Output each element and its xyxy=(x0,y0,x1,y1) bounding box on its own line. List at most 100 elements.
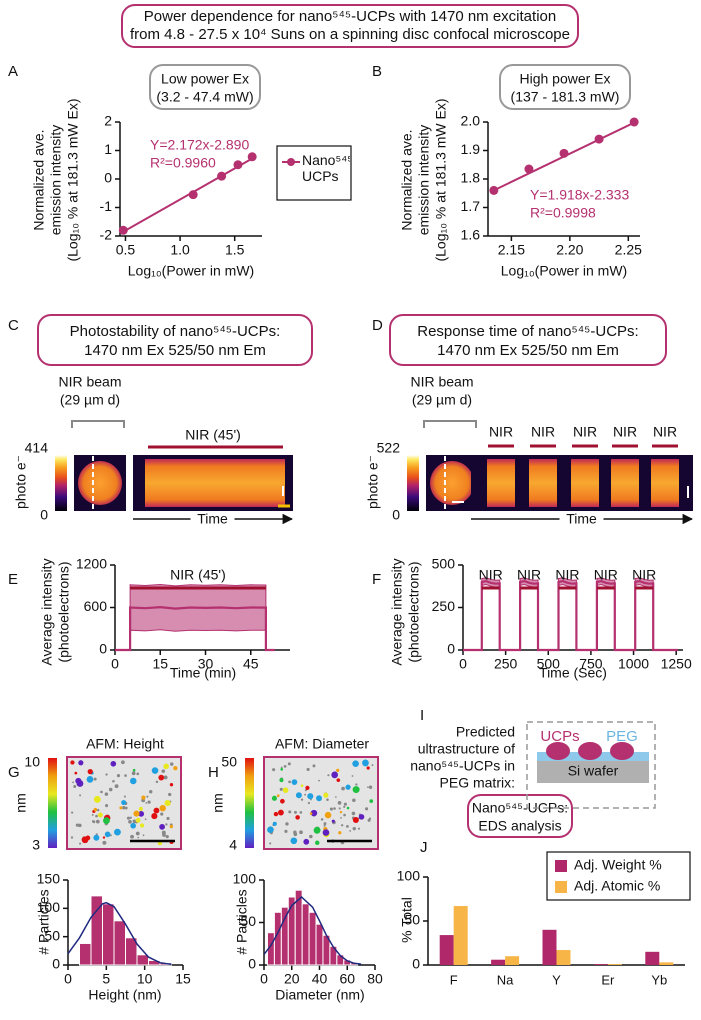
y-tick-label: 0 xyxy=(412,956,420,972)
afm-particle xyxy=(122,805,126,810)
afm-particle xyxy=(151,813,158,820)
afm-particle xyxy=(340,817,342,819)
afm-particle xyxy=(110,760,117,767)
afm-particle xyxy=(338,831,342,835)
wafer-label: Si wafer xyxy=(568,763,619,779)
afm-particle xyxy=(74,771,78,775)
afm-particle xyxy=(168,792,172,797)
afm-particle xyxy=(145,802,148,804)
legend-swatch xyxy=(555,881,567,893)
y-axis-label: # Particles xyxy=(36,889,52,954)
afm-particle xyxy=(163,775,168,780)
x-tick-label: 60 xyxy=(339,971,355,987)
x-tick-label: 0 xyxy=(111,656,119,672)
afm-particle xyxy=(108,787,113,792)
afm-particle xyxy=(93,795,101,803)
afm-particle xyxy=(329,807,333,811)
afm-particle xyxy=(352,798,356,803)
beam-bracket xyxy=(71,420,125,428)
bar xyxy=(607,964,622,965)
kymograph-signal xyxy=(145,459,285,507)
y-axis-label: Normalized ave. xyxy=(399,129,415,230)
afm-particle xyxy=(320,818,324,821)
point xyxy=(629,117,639,127)
afm-particle xyxy=(307,801,311,805)
stimulus-label: NIR xyxy=(479,567,503,583)
y-tick-label: 1.8 xyxy=(461,170,481,186)
afm-particle xyxy=(341,786,345,791)
panel-label: F xyxy=(372,571,381,588)
y-tick-label: 2.0 xyxy=(461,113,481,129)
afm-particle xyxy=(105,804,109,808)
stimulus-label: NIR xyxy=(573,424,597,440)
x-tick-label: 2.15 xyxy=(498,242,525,258)
afm-particle xyxy=(126,816,131,820)
afm-particle xyxy=(136,772,140,776)
afm-particle xyxy=(166,816,170,821)
afm-particle xyxy=(291,779,298,785)
y-tick-label: 1.6 xyxy=(461,227,481,243)
y-axis-label: emission intensity xyxy=(48,125,64,236)
y-axis-label: (Log₁₀ % at 181.3 mW Ex) xyxy=(433,98,449,261)
x-tick-label: 15 xyxy=(175,971,191,987)
y-tick-label: 50 xyxy=(404,912,420,928)
afm-particle xyxy=(112,779,115,783)
colorbar-label: photo e⁻ xyxy=(13,455,29,509)
afm-particle xyxy=(124,806,128,810)
afm-particle xyxy=(352,760,359,767)
time-label: Time xyxy=(566,511,597,527)
panel-label: B xyxy=(372,63,382,80)
afm-particle xyxy=(365,807,369,811)
box-title: Low power Ex xyxy=(161,71,249,87)
x-tick-label: 2.25 xyxy=(615,242,642,258)
afm-particle xyxy=(138,806,143,811)
afm-particle xyxy=(343,805,346,808)
x-tick-label: 500 xyxy=(537,656,561,672)
afm-particle xyxy=(340,824,344,827)
afm-particle xyxy=(173,766,178,771)
afm-particle xyxy=(336,768,340,772)
afm-particle xyxy=(153,807,160,814)
box-title: (3.2 - 47.4 mW) xyxy=(156,89,253,105)
afm-particle xyxy=(147,800,151,804)
afm-particle xyxy=(86,776,94,783)
afm-particle xyxy=(132,768,136,772)
afm-particle xyxy=(303,838,310,845)
colorbar-label: nm xyxy=(13,793,29,812)
beam-label: (29 µm d) xyxy=(412,392,472,408)
afm-particle xyxy=(324,811,332,819)
afm-particle xyxy=(309,812,313,815)
afm-particle xyxy=(119,806,123,810)
y-tick-label: 0 xyxy=(52,956,60,972)
afm-particle xyxy=(135,817,141,823)
afm-particle xyxy=(124,774,127,777)
afm-particle xyxy=(272,821,277,826)
point xyxy=(247,152,257,162)
box-title: 1470 nm Ex 525/50 nm Em xyxy=(84,342,266,359)
point xyxy=(594,134,604,144)
y-tick-label: 500 xyxy=(432,556,456,572)
y-axis-label: (Log₁₀ % at 181.3 mW Ex) xyxy=(65,98,81,261)
afm-particle xyxy=(129,816,132,819)
stimulus-label: NIR xyxy=(531,424,555,440)
afm-particle xyxy=(93,777,97,781)
afm-particle xyxy=(346,806,350,810)
afm-particle xyxy=(279,787,283,791)
point xyxy=(559,148,569,158)
box-title: Nano⁵⁴⁵-UCPs: xyxy=(472,800,568,816)
y-tick-label: 100 xyxy=(233,871,257,887)
panel-label: H xyxy=(208,764,219,781)
afm-particle xyxy=(130,822,136,829)
title-box xyxy=(389,314,667,366)
y-axis-label: # Particles xyxy=(234,889,250,954)
y-tick-label: 1200 xyxy=(76,556,107,572)
colorbar-max: 414 xyxy=(25,440,49,456)
panel-label: A xyxy=(8,63,18,80)
afm-particle xyxy=(305,785,310,790)
afm-particle xyxy=(280,767,284,771)
afm-particle xyxy=(312,764,316,768)
afm-particle xyxy=(78,823,82,828)
legend-box xyxy=(276,145,352,201)
afm-particle xyxy=(267,826,274,833)
colorbar-min: 0 xyxy=(40,507,48,523)
